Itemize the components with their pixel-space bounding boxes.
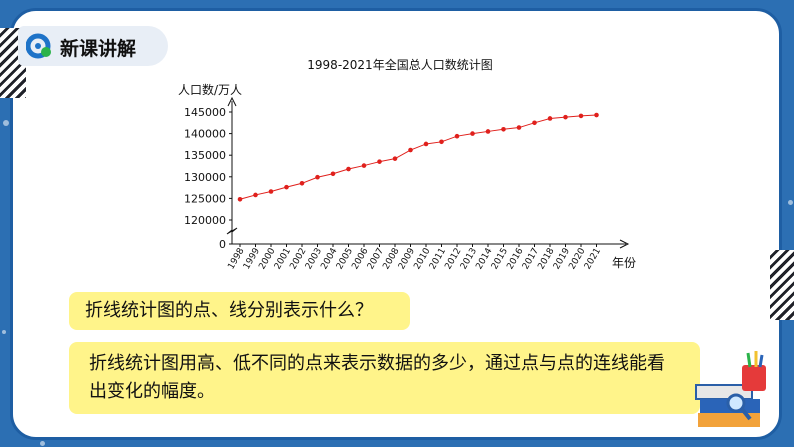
section-title-pill	[18, 26, 168, 66]
data-point	[547, 116, 553, 121]
question-box: 折线统计图的点、线分别表示什么？	[69, 292, 410, 330]
data-point	[454, 133, 460, 139]
data-point	[532, 120, 537, 126]
data-point	[361, 163, 367, 168]
y-axis-label: 人口数/万人	[178, 83, 243, 97]
data-point	[485, 129, 491, 134]
y-tick-label: 0	[219, 238, 226, 251]
data-point	[315, 174, 320, 180]
books-decoration-icon	[695, 351, 766, 427]
y-tick-label: 145000	[184, 106, 226, 119]
y-tick-label: 140000	[184, 128, 226, 141]
data-point	[516, 125, 522, 130]
x-axis-arrow	[619, 239, 630, 249]
y-axis-arrow	[227, 96, 237, 107]
background-dot	[788, 200, 793, 205]
series-line	[239, 114, 597, 200]
y-tick-label: 130000	[184, 171, 226, 184]
background-dot	[2, 330, 6, 334]
y-axis-break	[226, 227, 238, 235]
data-point	[439, 139, 444, 145]
data-point	[563, 114, 568, 120]
logo-icon	[26, 33, 51, 59]
section-title: 新课讲解	[60, 38, 137, 60]
data-point	[470, 131, 475, 136]
x-axis-label: 年份	[612, 256, 637, 270]
data-point	[299, 180, 305, 186]
y-tick-label: 120000	[184, 214, 226, 227]
data-point	[268, 189, 274, 194]
y-tick-label: 135000	[184, 149, 226, 162]
data-point	[377, 159, 382, 164]
background-dot	[3, 120, 9, 126]
data-point	[346, 166, 351, 172]
data-point	[408, 147, 413, 153]
data-point	[392, 156, 398, 161]
data-point	[330, 171, 336, 177]
data-point	[594, 112, 599, 118]
data-point	[253, 192, 258, 198]
chart-title: 1998-2021年全国总人口数统计图	[307, 58, 493, 72]
data-point	[578, 113, 584, 119]
y-tick-label: 125000	[184, 192, 226, 205]
data-point	[501, 126, 506, 132]
answer-box: 折线统计图用高、低不同的点来表示数据的多少，通过点与点的连线能看出变化的幅度。	[69, 342, 700, 414]
data-point	[237, 196, 243, 202]
x-tick-label: 2021	[583, 247, 603, 272]
data-point	[284, 184, 289, 190]
right-stripe-decoration	[770, 250, 794, 320]
data-point	[423, 141, 429, 147]
background-dot	[40, 441, 45, 446]
